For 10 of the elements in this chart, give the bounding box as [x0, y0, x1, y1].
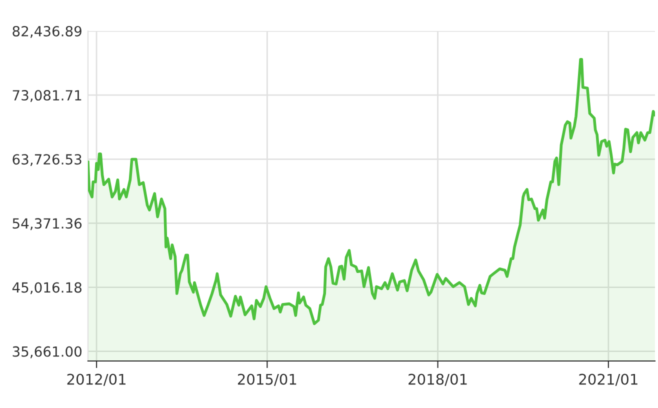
y-tick-label: 45,016.18	[12, 282, 82, 294]
y-tick-label: 54,371.36	[12, 218, 82, 230]
x-tick-label: 2012/01	[67, 374, 126, 386]
y-tick-label: 73,081.71	[12, 90, 82, 102]
x-tick-label: 2018/01	[408, 374, 467, 386]
y-tick-label: 63,726.53	[12, 154, 82, 166]
x-tick-label: 2021/01	[579, 374, 638, 386]
y-tick-label: 35,661.00	[12, 346, 82, 358]
x-tick-label: 2015/01	[238, 374, 296, 386]
y-tick-label: 82,436.89	[12, 26, 82, 38]
